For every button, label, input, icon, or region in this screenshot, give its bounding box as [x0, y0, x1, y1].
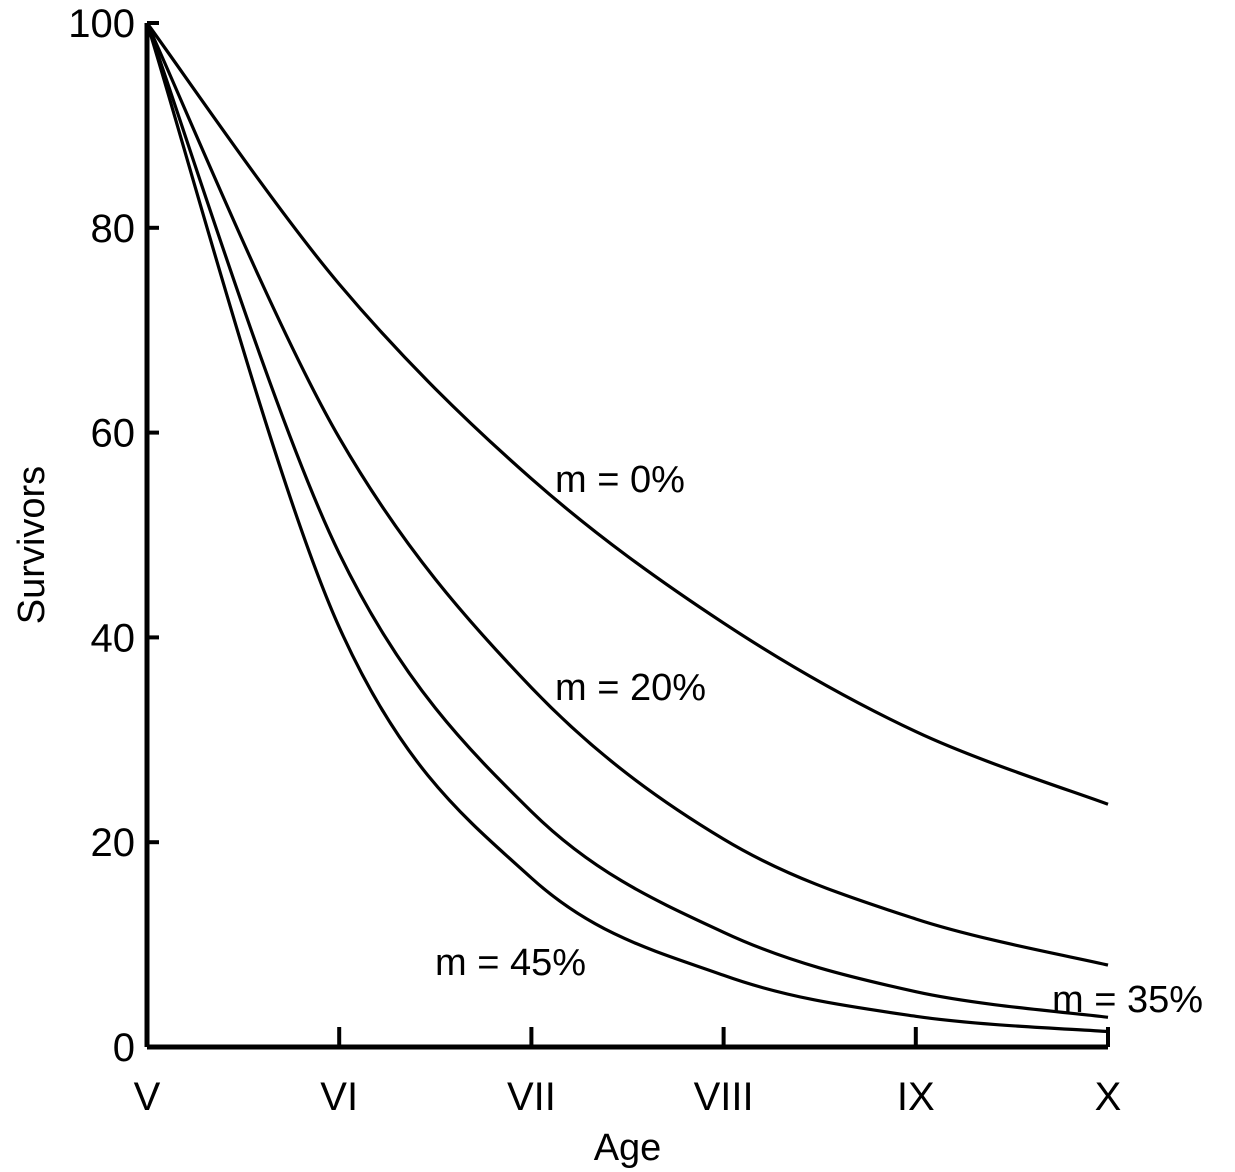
- series-label-m20: m = 20%: [555, 667, 706, 709]
- y-tick-label: 80: [91, 207, 136, 251]
- y-axis-label: Survivors: [11, 466, 53, 624]
- axes-layer: [144, 23, 1108, 1050]
- series-layer: [145, 22, 1109, 1034]
- labels-layer: 0 20 40 60 80 100 V VI VII VIII IX X Age Survivors m =…: [11, 2, 1203, 1169]
- y-tick-label: 60: [91, 412, 136, 456]
- series-label-m0: m = 0%: [555, 459, 685, 501]
- x-tick-label: IX: [897, 1075, 935, 1119]
- y-tick-label: 20: [91, 821, 136, 865]
- series-line-m0: [145, 22, 1109, 806]
- series-line-m35: [145, 22, 1109, 1019]
- x-tick-label: VII: [507, 1075, 556, 1119]
- x-axis-label: Age: [594, 1127, 662, 1169]
- x-tick-label: X: [1095, 1075, 1122, 1119]
- y-tick-label: 40: [91, 616, 136, 660]
- series-line-m20: [145, 22, 1109, 967]
- ticks-layer: [145, 21, 1110, 1049]
- y-tick-label: 100: [68, 2, 135, 46]
- series-line-m45: [145, 22, 1109, 1034]
- series-label-m45: m = 45%: [435, 942, 586, 984]
- x-tick-label: VI: [320, 1075, 358, 1119]
- series-label-m35: m = 35%: [1052, 979, 1203, 1021]
- x-tick-label: V: [134, 1075, 161, 1119]
- y-tick-label: 0: [113, 1026, 135, 1070]
- x-tick-label: VIII: [694, 1075, 754, 1119]
